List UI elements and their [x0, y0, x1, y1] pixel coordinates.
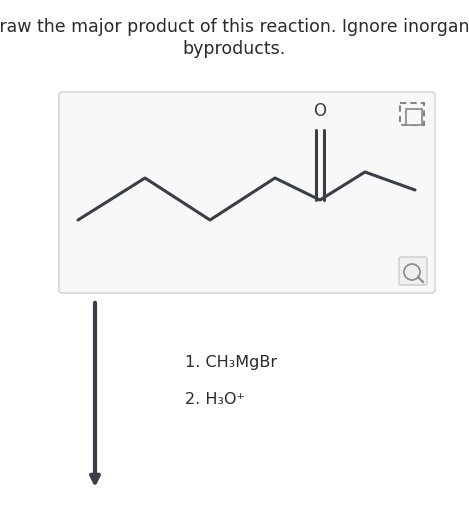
Text: 1. CH₃MgBr: 1. CH₃MgBr: [185, 355, 277, 370]
FancyBboxPatch shape: [399, 257, 427, 285]
FancyBboxPatch shape: [59, 92, 435, 293]
Text: byproducts.: byproducts.: [183, 40, 286, 58]
Circle shape: [404, 264, 420, 280]
Bar: [400, 103, 424, 125]
Text: 2. H₃O⁺: 2. H₃O⁺: [185, 392, 245, 408]
Text: Draw the major product of this reaction. Ignore inorganic: Draw the major product of this reaction.…: [0, 18, 469, 36]
Bar: [406, 109, 422, 125]
Text: O: O: [313, 102, 326, 120]
